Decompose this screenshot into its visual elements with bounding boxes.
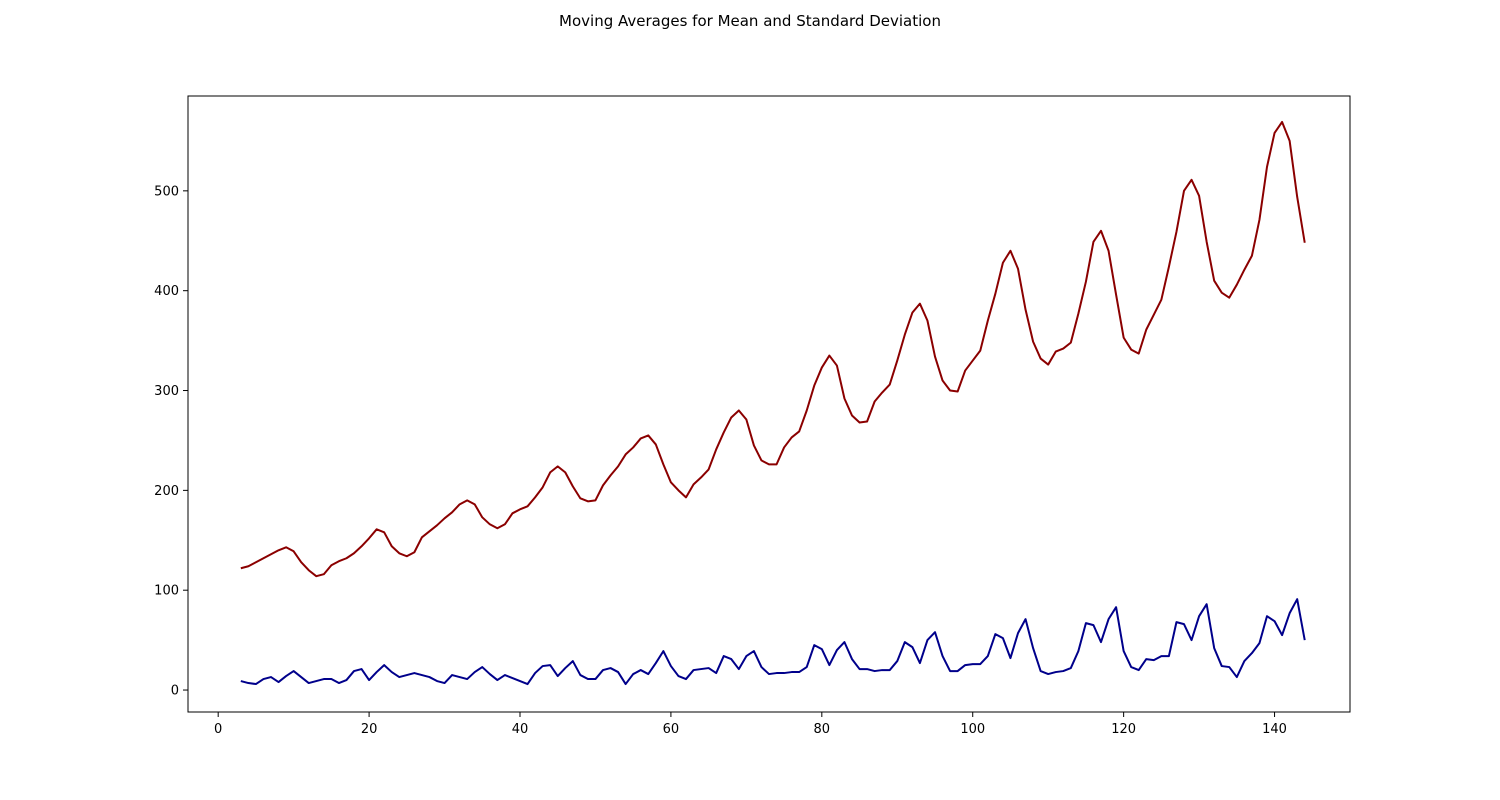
x-tick-label: 0 <box>214 722 222 737</box>
y-tick-label: 300 <box>154 384 179 399</box>
series-line-0 <box>240 120 1306 578</box>
series-line-1 <box>240 598 1306 686</box>
plot-frame <box>187 95 1351 713</box>
x-tick-label: 60 <box>663 722 680 737</box>
x-tick-label: 80 <box>814 722 831 737</box>
x-tick-label: 140 <box>1262 722 1287 737</box>
x-tick-label: 120 <box>1111 722 1136 737</box>
y-tick-label: 400 <box>154 284 179 299</box>
x-tick-label: 40 <box>512 722 529 737</box>
y-tick-label: 0 <box>171 684 179 699</box>
y-tick-label: 500 <box>154 184 179 199</box>
chart-title: Moving Averages for Mean and Standard De… <box>559 12 941 30</box>
x-tick-label: 100 <box>960 722 985 737</box>
y-tick-label: 200 <box>154 484 179 499</box>
x-tick-label: 20 <box>361 722 378 737</box>
y-tick-label: 100 <box>154 584 179 599</box>
